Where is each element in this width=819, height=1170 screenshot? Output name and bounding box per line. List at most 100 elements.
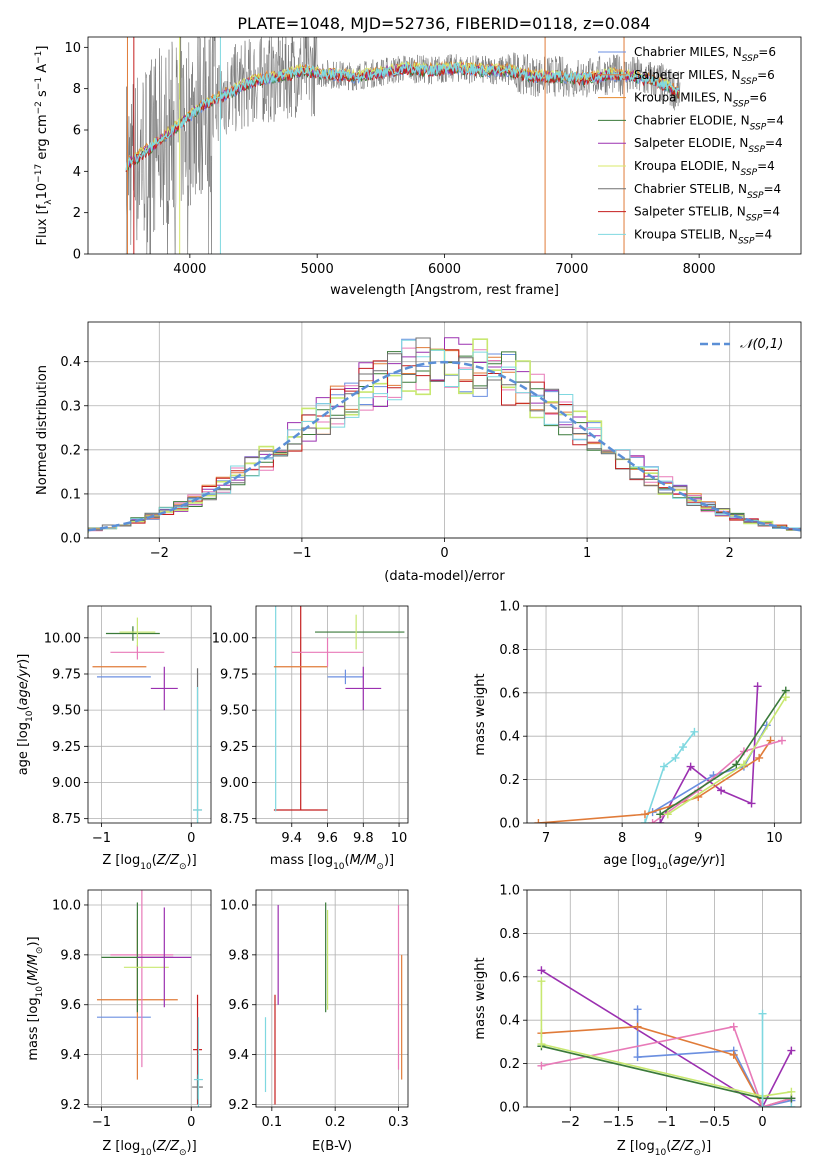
x-tick-label: 8000 — [683, 262, 716, 277]
series-line-salpeter-elodie — [540, 969, 793, 1107]
model-spectrum-kroupa-stelib — [125, 60, 680, 171]
y-tick-label: 6 — [73, 124, 81, 139]
y-axis-label: mass [log10(M/M⊙)] — [26, 936, 45, 1060]
y-tick-label: 4 — [73, 165, 81, 180]
x-axis-label: Z [log10(Z/Z⊙)] — [102, 1139, 196, 1158]
legend: Chabrier MILES, NSSP=6 Salpeter MILES, NS… — [598, 45, 784, 246]
data-point-marker — [755, 753, 764, 762]
y-tick-label: 0.4 — [499, 1014, 520, 1029]
y-tick-label: 9.75 — [220, 667, 249, 682]
y-tick-label: 9.00 — [52, 776, 81, 791]
x-tick-label: 0.3 — [388, 1115, 409, 1130]
y-tick-label: 9.4 — [60, 1048, 81, 1063]
data-point-marker — [787, 1046, 796, 1055]
x-tick-label: 6000 — [428, 262, 461, 277]
data-point-marker — [633, 1022, 642, 1031]
axes-frame — [526, 889, 802, 1108]
data-point-marker — [640, 819, 649, 823]
x-tick-label: 10 — [391, 831, 408, 846]
x-tick-label: 2 — [726, 546, 734, 561]
chart-massweight_vs_age: 7 8 9 10 0.0 0.2 0.4 0.6 0.8 1.0 mass weight age [l… — [473, 600, 802, 872]
data-point-marker — [640, 810, 649, 819]
y-tick-label: 0.1 — [60, 487, 81, 502]
plot-area — [96, 890, 203, 1107]
y-axis-label: Normed distribution — [35, 365, 50, 495]
y-tick-label: 0.4 — [60, 355, 81, 370]
series-line-pink — [652, 739, 783, 823]
data-point-marker — [717, 786, 726, 795]
legend-entry: Kroupa ELODIE, NSSP=4 — [634, 159, 775, 178]
data-point-marker — [732, 760, 741, 769]
y-tick-label: 9.2 — [228, 1098, 249, 1113]
chart-age_vs_mass: 9.4 9.6 9.8 10 8.75 9.00 9.25 9.50 9.75 10.00 mass… — [212, 605, 409, 872]
data-point-marker — [729, 1022, 738, 1031]
y-axis-label: mass weight — [473, 957, 488, 1039]
axes-frame — [255, 605, 409, 824]
y-tick-label: 10 — [64, 41, 81, 56]
data-point-marker — [781, 693, 790, 702]
y-tick-label: 9.25 — [52, 740, 81, 755]
data-point-marker — [777, 736, 786, 745]
chart-title: PLATE=1048, MJD=52736, FIBERID=0118, z=0… — [237, 14, 650, 33]
y-tick-label: 0.6 — [499, 686, 520, 701]
x-tick-label: 9.8 — [353, 831, 374, 846]
data-point-marker — [633, 1005, 642, 1014]
x-tick-label: −1 — [657, 1115, 676, 1130]
x-tick-label: 10 — [766, 831, 783, 846]
data-point-marker — [753, 682, 762, 691]
y-tick-label: 10.00 — [44, 631, 81, 646]
legend-entry: Chabrier ELODIE, NSSP=4 — [634, 113, 784, 132]
y-tick-label: 0.0 — [60, 532, 81, 547]
plot-area — [92, 617, 203, 823]
series-line-lime — [540, 981, 792, 1098]
legend-entry: Chabrier MILES, NSSP=6 — [634, 45, 776, 64]
data-point-marker — [690, 727, 699, 736]
data-point-marker — [663, 810, 672, 819]
x-tick-label: −2 — [561, 1115, 580, 1130]
normal-curve — [88, 360, 801, 532]
x-tick-label: −2 — [150, 546, 169, 561]
chart-residuals: −2 −1 0 1 2 0.0 0.1 0.2 0.3 0.4 (data-model)/error… — [35, 321, 802, 584]
y-tick-label: 9.75 — [52, 667, 81, 682]
plot-area — [534, 682, 790, 823]
y-tick-label: 0 — [73, 248, 81, 263]
y-tick-label: 9.2 — [60, 1098, 81, 1113]
y-tick-label: 9.8 — [60, 948, 81, 963]
legend-entry: 𝒩(0,1) — [740, 337, 783, 352]
data-point-marker — [787, 1087, 796, 1096]
x-tick-label: 0 — [187, 1115, 195, 1130]
x-tick-label: 9.6 — [317, 831, 338, 846]
axes-frame — [255, 889, 409, 1108]
x-tick-label: 8 — [618, 831, 626, 846]
plot-area — [537, 966, 796, 1107]
y-tick-label: 0.2 — [499, 1057, 520, 1072]
x-tick-label: 0 — [187, 831, 195, 846]
series-line-pink — [541, 1025, 792, 1107]
x-tick-label: 7 — [542, 831, 550, 846]
data-point-marker — [739, 760, 748, 769]
y-axis-label: age [log10(age/yr)] — [16, 654, 35, 776]
y-axis-label: Flux [fλ10−17 erg cm−2 s−1 A−1] — [34, 46, 54, 246]
x-axis-label: mass [log10(M/M⊙)] — [270, 853, 394, 872]
plot-area — [264, 902, 403, 1105]
y-tick-label: 2 — [73, 206, 81, 221]
series-line-kroupa-stelib — [761, 1013, 792, 1107]
data-point-marker — [686, 762, 695, 771]
x-tick-label: −1.5 — [603, 1115, 635, 1130]
y-tick-label: 0.8 — [499, 643, 520, 658]
chart-massweight_vs_Z: −2 −1.5 −1 −0.5 0 0.0 0.2 0.4 0.6 0.8 1.0 mass weig… — [473, 884, 802, 1158]
y-tick-label: 0.8 — [499, 927, 520, 942]
y-tick-label: 9.6 — [60, 998, 81, 1013]
series-line-salpeter-miles — [538, 740, 772, 823]
data-point-marker — [747, 799, 756, 808]
y-tick-label: 0.6 — [499, 970, 520, 985]
x-axis-label: (data-model)/error — [384, 569, 505, 584]
data-point-marker — [534, 819, 543, 823]
y-tick-label: 10.00 — [212, 631, 249, 646]
y-tick-label: 8 — [73, 82, 81, 97]
data-point-marker — [787, 1103, 796, 1107]
y-tick-label: 10.0 — [52, 898, 81, 913]
x-axis-label: age [log10(age/yr)] — [603, 853, 725, 872]
x-tick-label: 7000 — [555, 262, 588, 277]
plot-area — [88, 337, 801, 534]
